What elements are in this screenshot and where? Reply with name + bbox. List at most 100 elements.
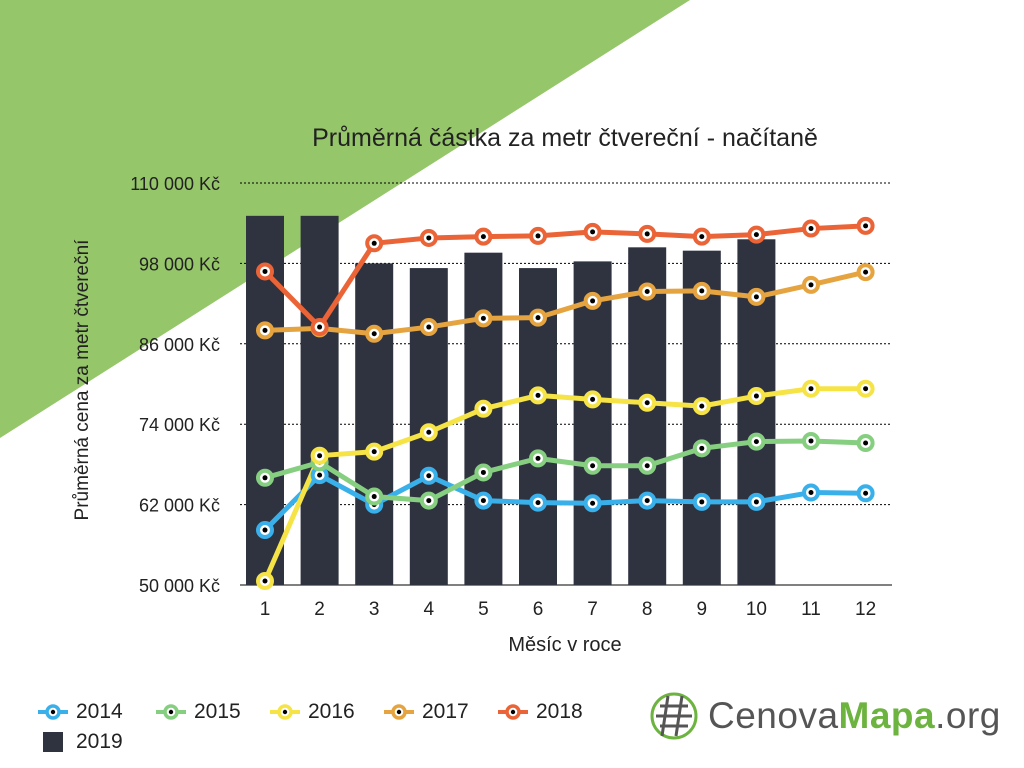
y-tick-label: 74 000 Kč: [139, 415, 220, 435]
point-center-2014: [753, 499, 759, 505]
point-center-2014: [317, 472, 323, 478]
legend-label-2017: 2017: [422, 700, 469, 723]
point-center-2015: [535, 455, 541, 461]
legend-marker-2014: [38, 704, 68, 720]
point-center-2018: [426, 235, 432, 241]
legend-label-2014: 2014: [76, 700, 123, 723]
x-tick-label: 9: [697, 599, 708, 620]
legend-label-2019: 2019: [76, 730, 123, 753]
point-center-2014: [480, 498, 486, 504]
point-center-2015: [753, 439, 759, 445]
point-center-2017: [808, 282, 814, 288]
point-center-2018: [590, 229, 596, 235]
x-tick-label: 12: [855, 599, 876, 620]
point-center-2015: [644, 463, 650, 469]
point-center-2018: [535, 233, 541, 239]
point-center-2017: [535, 315, 541, 321]
point-center-2017: [590, 298, 596, 304]
logo-text-org: .org: [935, 695, 1001, 736]
point-center-2015: [262, 475, 268, 481]
point-center-2016: [426, 429, 432, 435]
point-center-2018: [317, 324, 323, 330]
x-tick-label: 10: [746, 599, 767, 620]
point-center-2016: [262, 578, 268, 584]
point-center-2015: [699, 445, 705, 451]
bar-2019: [355, 263, 394, 585]
point-center-2017: [863, 269, 869, 275]
legend-marker-2018: [498, 704, 528, 720]
legend-swatch-2019: [43, 732, 63, 752]
chart-title: Průměrná částka za metr čtvereční - načí…: [312, 124, 818, 152]
x-tick-label: 2: [314, 599, 325, 620]
logo-text-cenova: Cenova: [708, 695, 839, 736]
y-tick-label: 50 000 Kč: [139, 576, 220, 596]
legend-item-2019: 2019: [38, 730, 123, 754]
point-center-2015: [808, 438, 814, 444]
point-center-2014: [590, 500, 596, 506]
series-line-2016: [262, 386, 869, 584]
x-tick-label: 5: [478, 599, 489, 620]
y-tick-label: 62 000 Kč: [139, 496, 220, 516]
legend-marker-2015: [156, 704, 186, 720]
legend-label-2018: 2018: [536, 700, 583, 723]
point-center-2014: [426, 473, 432, 479]
globe-icon: [650, 692, 698, 740]
x-tick-label: 11: [801, 599, 821, 620]
legend-item-2016: 2016: [270, 700, 355, 724]
bar-2019: [682, 250, 721, 586]
bar-2019: [464, 252, 503, 585]
point-center-2018: [480, 234, 486, 240]
legend-marker-2017: [384, 704, 414, 720]
point-center-2014: [699, 499, 705, 505]
x-axis-label: Měsíc v roce: [508, 634, 622, 656]
legend-item-2014: 2014: [38, 700, 123, 724]
x-tick-label: 6: [533, 599, 544, 620]
point-center-2017: [480, 315, 486, 321]
point-center-2016: [371, 449, 377, 455]
point-center-2015: [863, 440, 869, 446]
point-center-2016: [699, 403, 705, 409]
point-center-2014: [863, 490, 869, 496]
x-tick-label: 8: [642, 599, 653, 620]
logo-text-mapa: Mapa: [838, 695, 936, 736]
series-line-2015: [262, 438, 869, 504]
point-center-2018: [808, 226, 814, 232]
point-center-2016: [590, 396, 596, 402]
bar-2019: [628, 247, 667, 585]
point-center-2016: [863, 386, 869, 392]
x-tick-label: 3: [369, 599, 380, 620]
point-center-2016: [535, 392, 541, 398]
point-center-2017: [644, 289, 650, 295]
point-center-2018: [371, 240, 377, 246]
series-line-2014: [262, 472, 869, 533]
point-center-2016: [317, 453, 323, 459]
point-center-2017: [262, 327, 268, 333]
series-line-2017: [262, 269, 869, 337]
y-tick-label: 110 000 Kč: [130, 174, 220, 194]
legend-label-2015: 2015: [194, 700, 241, 723]
legend-item-2017: 2017: [384, 700, 469, 724]
point-center-2016: [808, 386, 814, 392]
point-center-2016: [480, 406, 486, 412]
point-center-2017: [426, 324, 432, 330]
bar-2019: [573, 261, 612, 585]
point-center-2014: [262, 527, 268, 533]
brand-logo: Cenova Mapa .org: [648, 690, 1001, 742]
x-tick-label: 1: [260, 599, 271, 620]
point-center-2015: [371, 494, 377, 500]
point-center-2017: [699, 288, 705, 294]
x-tick-label: 4: [424, 599, 435, 620]
y-tick-label: 86 000 Kč: [139, 335, 220, 355]
bar-2019: [300, 215, 339, 585]
y-axis-label: Průměrná cena za metr čtvereční: [72, 239, 93, 521]
point-center-2018: [753, 232, 759, 238]
point-center-2014: [644, 498, 650, 504]
point-center-2017: [371, 331, 377, 337]
legend-item-2015: 2015: [156, 700, 241, 724]
point-center-2015: [426, 498, 432, 504]
point-center-2016: [753, 393, 759, 399]
series-line-2018: [262, 223, 869, 330]
legend-marker-2016: [270, 704, 300, 720]
point-center-2016: [644, 400, 650, 406]
